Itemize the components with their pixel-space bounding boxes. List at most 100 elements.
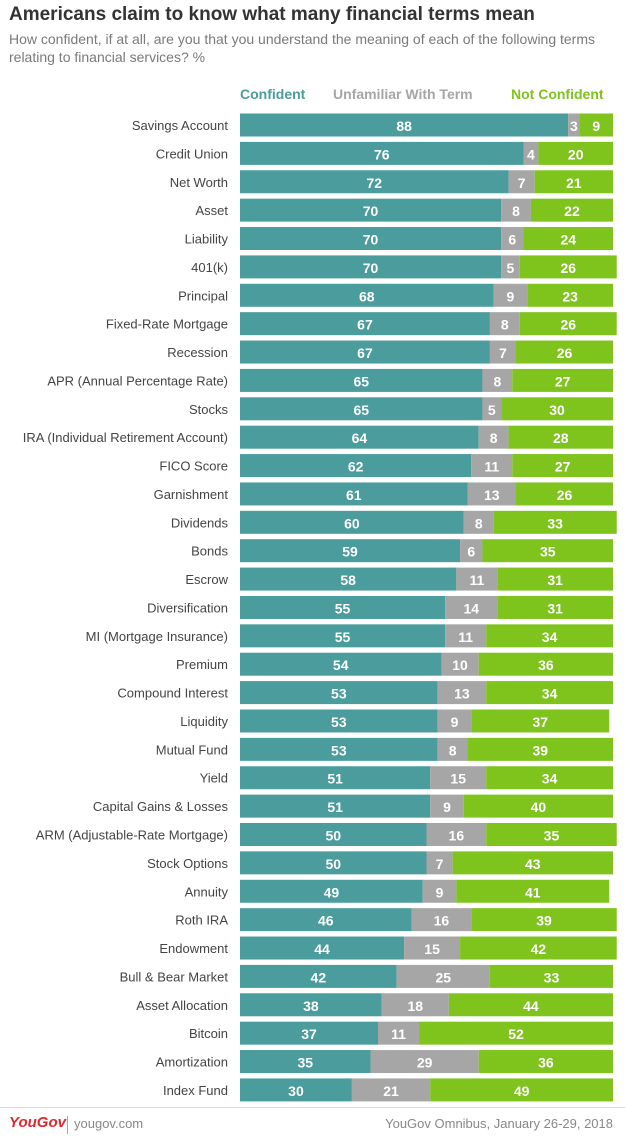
bar-liability-not-confident: [523, 227, 613, 251]
bar-fico-score-unfamiliar-with-term: [471, 454, 513, 478]
data-label-endowment-confident: 44: [314, 941, 330, 957]
bar-premium-unfamiliar-with-term: [441, 652, 479, 676]
data-label-capital-gains-losses-not-confident: 40: [531, 799, 547, 815]
data-label-index-fund-unfamiliar-with-term: 21: [383, 1083, 399, 1099]
data-label-apr-annual-percentage-rate-confident: 65: [353, 373, 369, 389]
data-label-recession-not-confident: 26: [557, 345, 573, 361]
data-label-compound-interest-not-confident: 34: [542, 686, 558, 702]
category-label-bitcoin: Bitcoin: [189, 1026, 228, 1041]
category-label-endowment: Endowment: [159, 941, 228, 956]
bar-endowment-not-confident: [460, 936, 617, 960]
data-label-compound-interest-confident: 53: [331, 686, 347, 702]
bar-capital-gains-losses-confident: [240, 794, 431, 818]
category-label-index-fund: Index Fund: [163, 1083, 228, 1098]
data-label-liquidity-confident: 53: [331, 714, 347, 730]
bar-stocks-unfamiliar-with-term: [482, 397, 502, 421]
bar-savings-account-unfamiliar-with-term: [568, 113, 580, 137]
data-label-bonds-confident: 59: [342, 544, 358, 560]
bar-bull-bear-market-unfamiliar-with-term: [396, 964, 490, 988]
bar-yield-confident: [240, 766, 431, 790]
bar-401-k-confident: [240, 255, 502, 279]
bar-credit-union-unfamiliar-with-term: [523, 141, 539, 165]
bar-stocks-confident: [240, 397, 483, 421]
bar-arm-adjustable-rate-mortgage-confident: [240, 823, 427, 846]
category-label-yield: Yield: [200, 771, 228, 786]
data-label-yield-confident: 51: [327, 771, 343, 787]
bar-compound-interest-not-confident: [486, 681, 613, 705]
bar-compound-interest-unfamiliar-with-term: [437, 681, 487, 705]
data-label-compound-interest-unfamiliar-with-term: 13: [454, 686, 470, 702]
bar-bonds-confident: [240, 539, 461, 563]
bar-recession-unfamiliar-with-term: [489, 340, 517, 364]
bar-garnishment-unfamiliar-with-term: [467, 482, 517, 506]
category-label-liability: Liability: [185, 232, 229, 247]
data-label-diversification-not-confident: 31: [547, 600, 563, 616]
data-label-endowment-not-confident: 42: [531, 941, 547, 957]
data-label-asset-allocation-not-confident: 44: [523, 998, 539, 1014]
data-label-401-k-confident: 70: [363, 260, 379, 276]
category-label-principal: Principal: [178, 288, 228, 303]
data-label-bull-bear-market-not-confident: 33: [544, 969, 560, 985]
category-label-fico-score: FICO Score: [159, 459, 228, 474]
data-label-escrow-confident: 58: [340, 572, 356, 588]
legend-confident: Confident: [240, 86, 306, 102]
data-label-apr-annual-percentage-rate-not-confident: 27: [555, 373, 571, 389]
category-label-arm-adjustable-rate-mortgage: ARM (Adjustable-Rate Mortgage): [36, 828, 228, 843]
data-label-stocks-unfamiliar-with-term: 5: [488, 402, 496, 418]
data-label-annuity-not-confident: 41: [525, 884, 541, 900]
bar-principal-confident: [240, 283, 494, 307]
bar-garnishment-not-confident: [516, 482, 613, 506]
category-label-asset-allocation: Asset Allocation: [136, 998, 228, 1013]
data-label-savings-account-unfamiliar-with-term: 3: [570, 118, 578, 134]
bar-bitcoin-unfamiliar-with-term: [378, 1021, 420, 1045]
bar-principal-unfamiliar-with-term: [493, 283, 528, 307]
bar-savings-account-not-confident: [579, 113, 613, 137]
data-label-index-fund-not-confident: 49: [514, 1083, 530, 1099]
data-label-fico-score-not-confident: 27: [555, 459, 571, 475]
category-label-amortization: Amortization: [156, 1055, 228, 1070]
category-label-apr-annual-percentage-rate: APR (Annual Percentage Rate): [47, 373, 228, 388]
category-label-stock-options: Stock Options: [147, 856, 228, 871]
data-label-savings-account-confident: 88: [396, 118, 412, 134]
bar-premium-confident: [240, 652, 442, 676]
data-label-recession-unfamiliar-with-term: 7: [499, 345, 507, 361]
bar-endowment-confident: [240, 936, 405, 960]
bar-bonds-not-confident: [482, 539, 613, 563]
bar-roth-ira-unfamiliar-with-term: [411, 908, 472, 932]
bar-savings-account-confident: [240, 113, 569, 137]
data-label-asset-not-confident: 22: [564, 203, 580, 219]
bar-credit-union-confident: [240, 141, 524, 165]
data-label-stocks-confident: 65: [353, 402, 369, 418]
data-label-arm-adjustable-rate-mortgage-not-confident: 35: [544, 828, 560, 844]
bar-amortization-confident: [240, 1050, 371, 1074]
data-label-bull-bear-market-unfamiliar-with-term: 25: [435, 969, 451, 985]
data-label-liability-confident: 70: [363, 232, 379, 248]
category-label-asset: Asset: [195, 203, 228, 218]
category-label-annuity: Annuity: [185, 884, 229, 899]
category-label-stocks: Stocks: [189, 402, 229, 417]
data-label-annuity-confident: 49: [324, 884, 340, 900]
bar-ira-individual-retirement-account-unfamiliar-with-term: [478, 425, 509, 449]
data-label-index-fund-confident: 30: [288, 1083, 304, 1099]
bar-yield-unfamiliar-with-term: [430, 766, 487, 790]
bar-stocks-not-confident: [501, 397, 613, 421]
data-label-ira-individual-retirement-account-confident: 64: [352, 430, 368, 446]
bar-amortization-not-confident: [478, 1050, 613, 1074]
category-label-compound-interest: Compound Interest: [117, 686, 228, 701]
category-label-bonds: Bonds: [191, 544, 228, 559]
data-label-stocks-not-confident: 30: [549, 402, 565, 418]
footer-site-link[interactable]: yougov.com: [74, 1116, 144, 1131]
data-label-asset-confident: 70: [363, 203, 379, 219]
bar-premium-not-confident: [478, 652, 613, 676]
bar-fixed-rate-mortgage-confident: [240, 312, 490, 336]
data-label-mi-mortgage-insurance-not-confident: 34: [542, 629, 558, 645]
bar-apr-annual-percentage-rate-confident: [240, 368, 483, 392]
data-label-capital-gains-losses-confident: 51: [327, 799, 343, 815]
data-label-yield-unfamiliar-with-term: 15: [450, 771, 466, 787]
bar-liability-confident: [240, 227, 502, 251]
bar-index-fund-not-confident: [430, 1078, 613, 1102]
data-label-premium-confident: 54: [333, 657, 349, 673]
bar-dividends-not-confident: [493, 510, 617, 534]
bar-apr-annual-percentage-rate-unfamiliar-with-term: [482, 368, 513, 392]
category-label-savings-account: Savings Account: [132, 118, 229, 133]
